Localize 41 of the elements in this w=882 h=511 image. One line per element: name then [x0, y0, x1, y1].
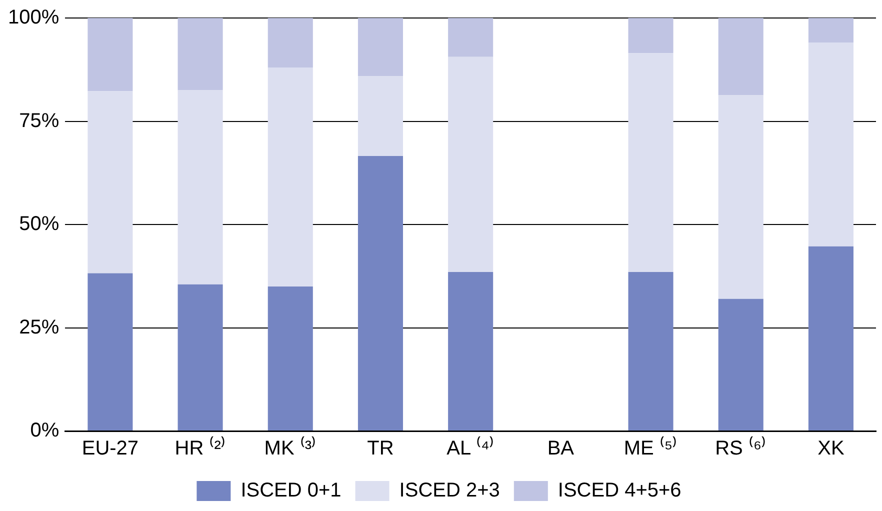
bar: [358, 76, 404, 156]
bar: [268, 286, 313, 430]
bar: [178, 90, 223, 284]
x-tick-label: ME ⁽⁵⁾: [624, 436, 678, 460]
y-tick-label: 75%: [19, 110, 60, 132]
bar: [628, 272, 674, 430]
y-tick-label: 50%: [19, 213, 60, 236]
x-tick-label: XK: [818, 438, 845, 460]
bar: [808, 42, 854, 246]
y-tick-label: 0%: [30, 420, 60, 442]
bar: [808, 18, 854, 43]
bar: [358, 156, 404, 430]
x-tick-label: TR: [367, 438, 394, 460]
bar: [88, 18, 133, 92]
bar: [358, 18, 404, 76]
x-tick-label: BA: [547, 438, 575, 460]
y-tick-label: 100%: [8, 6, 60, 29]
x-tick-label: HR ⁽²⁾: [174, 436, 226, 460]
bar: [628, 53, 674, 272]
legend-label: ISCED 0+1: [240, 480, 342, 502]
bar: [178, 284, 223, 430]
bar: [88, 91, 133, 274]
bar: [718, 95, 764, 299]
x-tick-label: MK ⁽³⁾: [264, 436, 316, 460]
legend-label: ISCED 2+3: [399, 480, 500, 502]
bar: [268, 68, 313, 286]
bar: [448, 56, 494, 272]
x-tick-label: EU-27: [82, 438, 139, 460]
bar: [268, 18, 313, 68]
bar: [628, 18, 674, 54]
bar: [718, 18, 764, 96]
bar: [448, 272, 494, 430]
x-tick-label: RS ⁽⁶⁾: [715, 436, 767, 460]
legend-label: ISCED 4+5+6: [558, 480, 682, 502]
y-tick-label: 25%: [19, 316, 60, 338]
bar: [718, 298, 764, 430]
bar: [178, 18, 223, 90]
bar: [88, 273, 133, 430]
x-tick-label: AL ⁽⁴⁾: [446, 436, 495, 460]
bar: [448, 18, 494, 57]
bar: [808, 246, 854, 430]
